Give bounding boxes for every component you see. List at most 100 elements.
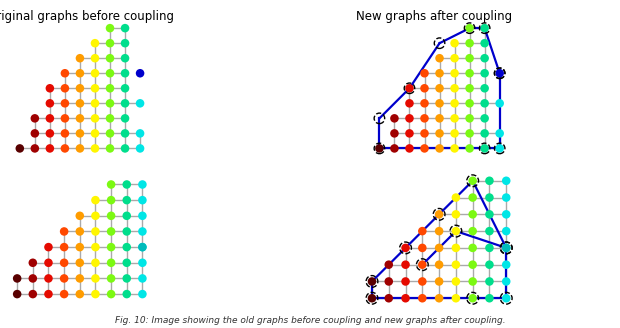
Point	[91, 292, 100, 297]
Point	[43, 276, 53, 281]
Point	[59, 229, 69, 234]
Text: Original graphs before coupling: Original graphs before coupling	[0, 10, 174, 23]
Point	[91, 260, 100, 265]
Point	[90, 146, 100, 151]
Point	[464, 131, 474, 136]
Point	[106, 276, 116, 281]
Point	[502, 262, 512, 267]
Point	[60, 86, 70, 91]
Point	[90, 71, 100, 76]
Point	[105, 101, 115, 106]
Point	[389, 146, 399, 151]
Point	[374, 146, 384, 151]
Point	[120, 131, 130, 136]
Point	[451, 212, 461, 217]
Point	[122, 197, 131, 203]
Point	[401, 262, 410, 267]
Point	[120, 41, 130, 46]
Point	[434, 279, 444, 284]
Point	[45, 86, 55, 91]
Point	[434, 296, 444, 301]
Point	[495, 71, 505, 76]
Point	[75, 116, 85, 121]
Point	[135, 131, 145, 136]
Point	[502, 296, 512, 301]
Point	[138, 244, 148, 250]
Point	[91, 197, 100, 203]
Point	[467, 178, 477, 183]
Point	[59, 292, 69, 297]
Point	[135, 71, 145, 76]
Point	[467, 229, 477, 234]
Text: Fig. 10: Image showing the old graphs before coupling and new graphs after coupl: Fig. 10: Image showing the old graphs be…	[115, 316, 505, 325]
Point	[480, 41, 490, 46]
Point	[60, 101, 70, 106]
Point	[75, 71, 85, 76]
Point	[417, 262, 427, 267]
Point	[122, 260, 131, 265]
Point	[484, 245, 494, 251]
Point	[484, 262, 494, 267]
Point	[404, 101, 414, 106]
Point	[91, 244, 100, 250]
Point	[91, 276, 100, 281]
Point	[450, 86, 459, 91]
Point	[90, 116, 100, 121]
Point	[106, 260, 116, 265]
Point	[435, 116, 445, 121]
Point	[420, 131, 430, 136]
Point	[464, 146, 474, 151]
Point	[106, 182, 116, 187]
Point	[60, 116, 70, 121]
Point	[60, 131, 70, 136]
Point	[106, 292, 116, 297]
Point	[480, 116, 490, 121]
Point	[467, 245, 477, 251]
Point	[106, 197, 116, 203]
Point	[120, 146, 130, 151]
Point	[401, 296, 410, 301]
Point	[434, 212, 444, 217]
Point	[367, 296, 377, 301]
Point	[106, 213, 116, 218]
Point	[120, 86, 130, 91]
Point	[120, 101, 130, 106]
Point	[75, 55, 85, 61]
Point	[135, 146, 145, 151]
Point	[434, 245, 444, 251]
Point	[484, 229, 494, 234]
Point	[404, 86, 414, 91]
Point	[467, 195, 477, 200]
Point	[75, 213, 85, 218]
Point	[91, 229, 100, 234]
Point	[389, 131, 399, 136]
Point	[420, 101, 430, 106]
Point	[420, 146, 430, 151]
Point	[384, 262, 394, 267]
Point	[495, 146, 505, 151]
Point	[59, 276, 69, 281]
Point	[480, 146, 490, 151]
Point	[28, 260, 38, 265]
Point	[502, 195, 512, 200]
Point	[434, 262, 444, 267]
Point	[464, 41, 474, 46]
Point	[138, 244, 148, 250]
Point	[59, 260, 69, 265]
Point	[480, 26, 490, 31]
Point	[404, 146, 414, 151]
Point	[45, 146, 55, 151]
Point	[417, 229, 427, 234]
Point	[450, 71, 459, 76]
Point	[105, 116, 115, 121]
Point	[43, 260, 53, 265]
Point	[451, 296, 461, 301]
Point	[435, 55, 445, 61]
Point	[384, 279, 394, 284]
Point	[404, 116, 414, 121]
Point	[464, 55, 474, 61]
Point	[90, 131, 100, 136]
Point	[464, 71, 474, 76]
Point	[138, 197, 148, 203]
Point	[435, 101, 445, 106]
